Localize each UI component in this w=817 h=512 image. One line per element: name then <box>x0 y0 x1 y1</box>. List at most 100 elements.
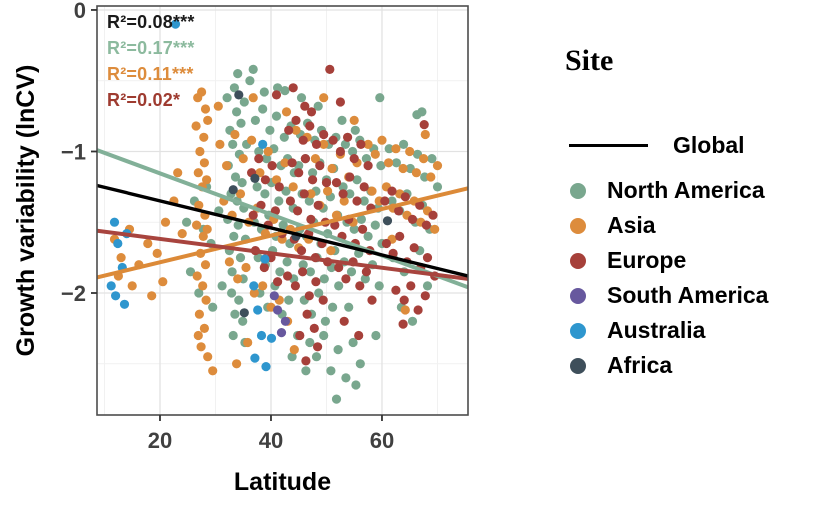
australia-dot-icon <box>570 322 586 339</box>
data-point <box>356 139 366 149</box>
data-point <box>288 83 298 93</box>
data-point <box>296 246 307 256</box>
x-axis-title: Latitude <box>234 468 331 496</box>
data-point <box>224 257 234 267</box>
data-point <box>238 154 248 164</box>
data-point <box>143 238 153 249</box>
data-point <box>236 118 246 128</box>
data-point <box>339 316 349 326</box>
data-point <box>298 267 308 277</box>
data-point <box>199 158 209 168</box>
data-point <box>419 154 429 164</box>
data-point <box>361 154 371 164</box>
data-point <box>346 267 357 277</box>
data-point <box>363 139 373 149</box>
legend-items: North America Asia Europe South America … <box>540 173 817 383</box>
data-point <box>308 168 318 178</box>
data-point <box>271 175 282 185</box>
data-point <box>313 101 323 111</box>
legend-item-label: Australia <box>607 317 706 343</box>
data-point <box>422 281 433 291</box>
data-point <box>334 262 344 273</box>
data-point <box>349 154 359 164</box>
data-point <box>173 168 183 178</box>
data-point <box>243 337 253 348</box>
global-line-swatch <box>569 143 648 147</box>
data-point <box>302 309 312 319</box>
data-point <box>281 186 291 196</box>
data-point <box>305 337 315 348</box>
data-point <box>192 220 202 230</box>
data-point <box>119 299 130 309</box>
data-point <box>217 281 227 291</box>
data-point <box>367 186 377 196</box>
data-point <box>341 373 351 383</box>
data-point <box>200 104 211 114</box>
data-point <box>399 139 409 149</box>
legend-item-label: Asia <box>607 212 656 238</box>
data-point <box>349 224 359 234</box>
data-point <box>294 168 304 178</box>
data-point <box>283 271 293 281</box>
data-point <box>384 158 394 168</box>
data-point <box>430 224 440 234</box>
y-axis: 0 −1 −2 <box>61 0 97 306</box>
data-point <box>201 295 211 305</box>
data-point <box>313 342 323 352</box>
data-point <box>333 345 343 355</box>
data-point <box>311 277 321 287</box>
data-point <box>127 281 137 291</box>
north-america-dot-icon <box>570 182 586 199</box>
data-point <box>281 107 292 117</box>
legend-item-asia: Asia <box>540 208 817 243</box>
data-point <box>380 196 390 206</box>
y-tick-label: 0 <box>74 0 86 23</box>
data-point <box>193 168 203 178</box>
data-point <box>387 186 397 196</box>
x-axis: 20 40 60 <box>148 415 394 453</box>
r2-annotations: R²=0.08*** R²=0.17*** R²=0.11*** R²=0.02… <box>107 9 195 113</box>
data-point <box>199 132 209 142</box>
data-point <box>233 69 243 79</box>
data-point <box>248 64 258 74</box>
data-point <box>300 154 310 164</box>
data-point <box>326 366 336 376</box>
data-point <box>355 359 365 369</box>
panel-border <box>96 5 469 416</box>
data-point <box>432 182 443 192</box>
data-point <box>306 189 316 199</box>
data-point <box>291 125 301 135</box>
data-point <box>194 288 204 298</box>
data-point <box>310 154 320 164</box>
data-point <box>340 139 350 149</box>
data-point <box>284 125 294 135</box>
data-point <box>232 359 242 369</box>
data-point <box>335 97 345 107</box>
scatter-series-australia <box>106 19 277 372</box>
legend-item-label: South America <box>607 282 769 308</box>
data-point <box>273 277 283 287</box>
legend-item-label: Africa <box>607 352 673 378</box>
data-point <box>411 168 421 178</box>
data-point <box>260 254 270 264</box>
data-point <box>234 295 244 305</box>
data-point <box>213 101 223 111</box>
data-point <box>376 161 386 171</box>
data-point <box>399 295 409 305</box>
data-point <box>248 93 258 103</box>
legend-item-global: Global <box>540 132 745 158</box>
data-point <box>338 189 348 199</box>
data-point <box>323 186 333 196</box>
data-point <box>227 267 237 277</box>
data-point <box>371 330 381 341</box>
data-point <box>177 229 187 239</box>
data-point <box>293 206 303 216</box>
data-point <box>344 302 354 312</box>
data-point <box>314 288 324 298</box>
data-point <box>417 107 427 117</box>
legend-item-africa: Africa <box>540 348 817 383</box>
data-point <box>152 248 162 258</box>
data-point <box>227 288 237 298</box>
data-point <box>256 330 267 341</box>
legend-item-label: Europe <box>607 247 687 273</box>
